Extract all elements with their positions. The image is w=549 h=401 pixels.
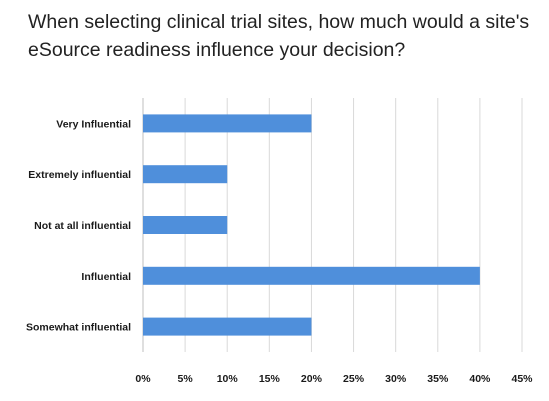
x-tick-label: 30% <box>385 373 407 385</box>
x-tick-label: 0% <box>135 373 151 385</box>
category-label: Very Influential <box>56 118 131 130</box>
bars <box>143 114 480 336</box>
x-tick-label: 40% <box>469 373 491 385</box>
x-tick-label: 15% <box>259 373 281 385</box>
x-tick-label: 25% <box>343 373 365 385</box>
chart-title: When selecting clinical trial sites, how… <box>28 11 530 61</box>
x-tick-label: 20% <box>301 373 323 385</box>
x-tick-label: 35% <box>427 373 449 385</box>
bar <box>143 216 228 234</box>
category-label: Not at all influential <box>34 220 131 232</box>
category-label: Influential <box>81 271 131 283</box>
bar <box>143 165 228 184</box>
category-label: Extremely influential <box>28 169 131 181</box>
category-labels: Very Influential Extremely influential Not… <box>26 118 131 333</box>
bar <box>143 266 480 285</box>
x-tick-label: 5% <box>178 373 194 385</box>
x-tick-label: 10% <box>217 373 239 385</box>
x-tick-label: 45% <box>511 373 533 385</box>
x-tick-labels: 0% 5% 10% 15% 20% 25% 30% 35% 40% 45% <box>135 373 533 385</box>
bar <box>143 114 312 133</box>
category-label: Somewhat influential <box>26 322 131 334</box>
bar <box>143 317 312 336</box>
gridlines <box>142 98 523 352</box>
